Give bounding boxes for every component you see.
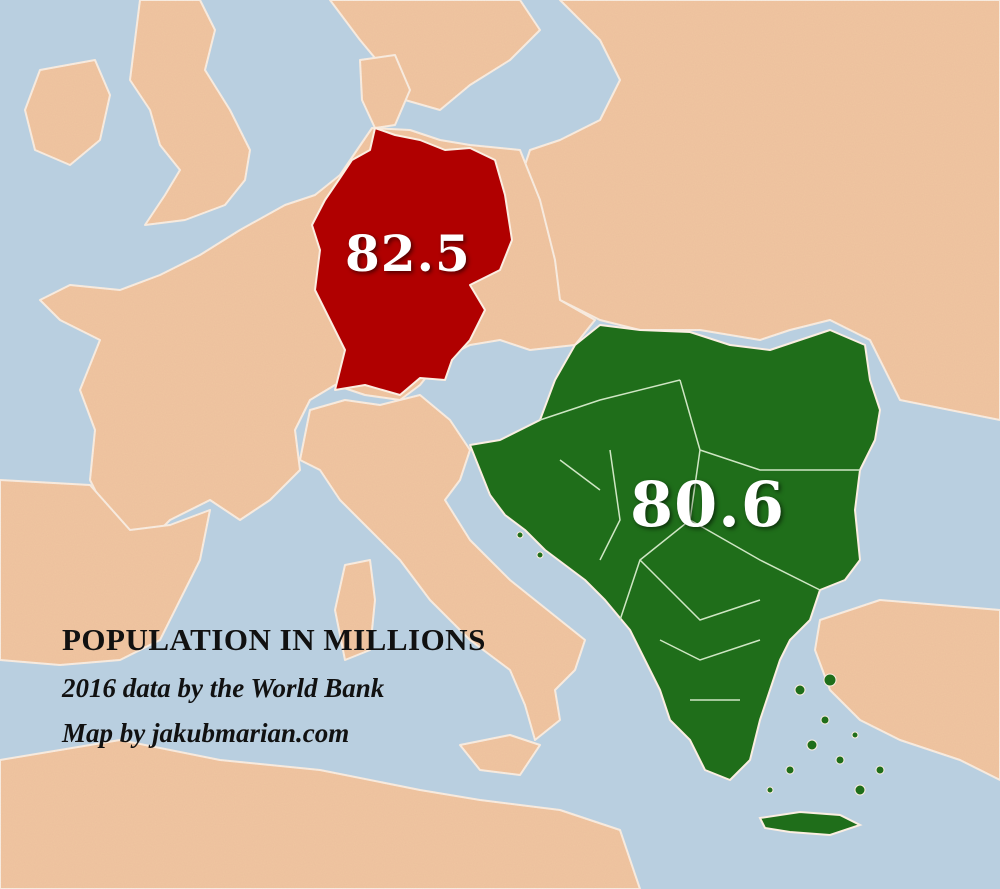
island — [766, 786, 774, 794]
data-source-note: 2016 data by the World Bank — [62, 673, 385, 703]
land-italy — [299, 394, 586, 741]
germany-value-label: 82.5 — [345, 224, 471, 283]
island — [806, 739, 818, 751]
island — [823, 673, 837, 687]
region-balkans — [469, 324, 885, 837]
balkans-inner-borders — [539, 379, 860, 701]
land-east — [519, 0, 1000, 421]
island — [835, 755, 845, 765]
land-great-britain — [129, 0, 251, 226]
balkans-value-label: 80.6 — [630, 468, 786, 541]
island — [854, 784, 866, 796]
balkans-crete — [758, 810, 863, 837]
map-title: POPULATION IN MILLIONS — [62, 622, 486, 657]
land-ireland — [24, 59, 111, 166]
island — [516, 531, 524, 539]
island — [875, 765, 885, 775]
island — [536, 551, 544, 559]
land-iberia — [0, 479, 211, 666]
island — [851, 731, 859, 739]
island — [785, 765, 795, 775]
map-credit: Map by jakubmarian.com — [62, 718, 350, 748]
land-sicily — [459, 734, 541, 776]
island — [794, 684, 806, 696]
balkans-mainland — [469, 324, 881, 781]
island — [820, 715, 830, 725]
land-north-africa — [0, 739, 641, 889]
land-sardinia — [334, 559, 376, 661]
land-scandinavia — [329, 0, 541, 111]
land-denmark — [359, 54, 411, 129]
region-germany — [311, 127, 513, 396]
